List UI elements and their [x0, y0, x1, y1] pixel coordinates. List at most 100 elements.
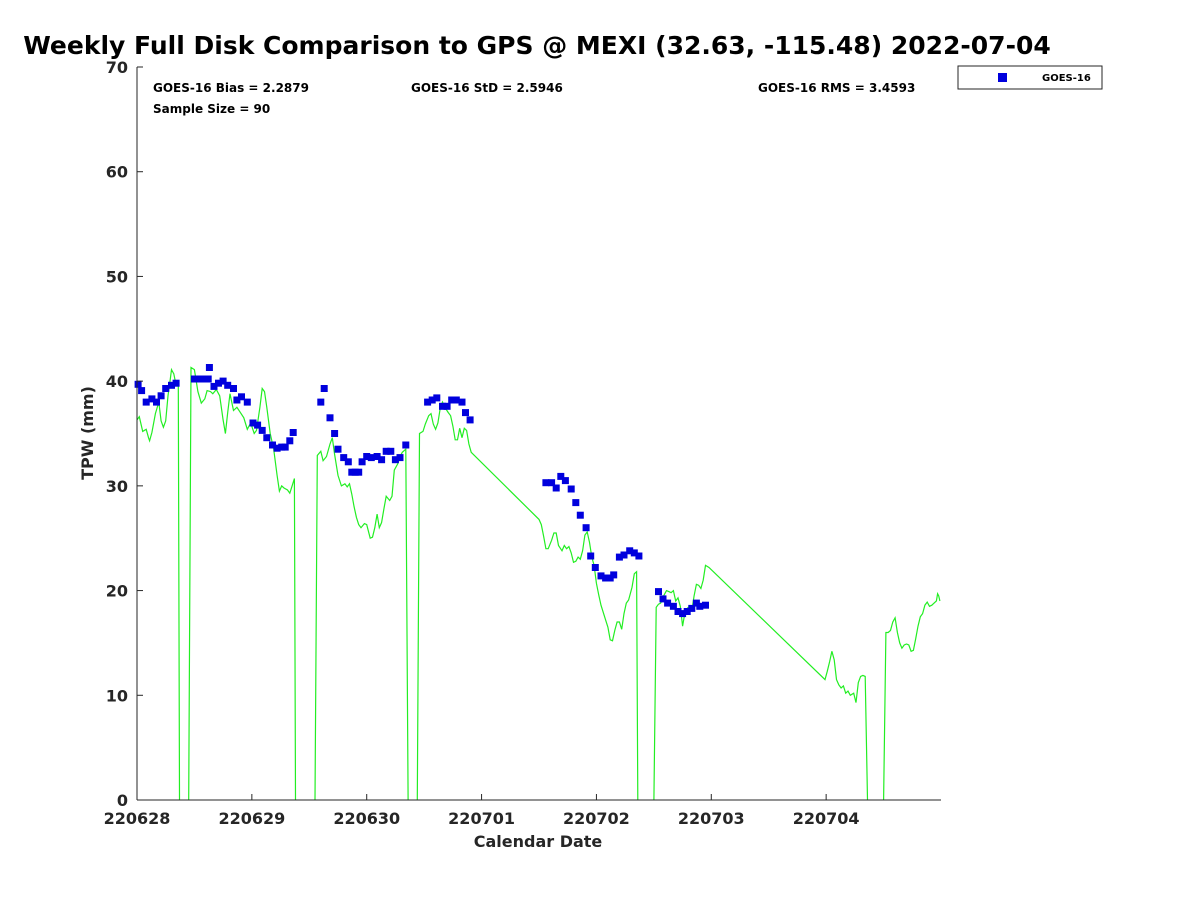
y-tick-label: 10: [106, 686, 128, 705]
goes16-point: [200, 375, 208, 383]
goes16-point: [391, 456, 399, 464]
goes16-point: [458, 398, 466, 406]
goes16-point: [683, 608, 691, 615]
goes16-point: [552, 484, 560, 492]
goes16-point: [263, 434, 271, 442]
y-tick-label: 30: [106, 477, 128, 496]
y-tick-label: 0: [117, 791, 128, 810]
gps-line-segment: [883, 591, 941, 801]
gps-line-segment: [136, 367, 181, 801]
goes16-point: [635, 552, 643, 560]
goes16-point: [331, 430, 339, 437]
goes16-point: [582, 524, 590, 532]
goes16-point: [664, 599, 672, 607]
goes16-point: [548, 479, 556, 487]
x-axis-ticks: 220628 220629 220630 220701 220702 220703 2207…: [104, 794, 860, 828]
goes16-point: [696, 602, 704, 610]
goes16-point: [576, 511, 584, 519]
gps-line-segment: [188, 366, 297, 801]
goes16-point: [204, 375, 212, 383]
goes16-point: [448, 396, 456, 404]
goes16-point: [249, 419, 257, 427]
goes16-point: [402, 441, 410, 449]
goes16-point: [659, 595, 667, 603]
goes16-point: [674, 608, 682, 615]
goes16-point: [433, 394, 441, 402]
goes16-point: [258, 426, 266, 434]
goes16-point: [215, 379, 222, 387]
goes16-point: [462, 409, 469, 417]
goes16-point: [340, 454, 348, 462]
goes16-point: [679, 610, 687, 618]
goes16-point: [587, 552, 595, 560]
goes16-point: [210, 382, 218, 390]
y-tick-label: 70: [106, 58, 128, 77]
goes16-point: [620, 551, 628, 559]
x-tick-label: 220630: [333, 809, 400, 828]
goes16-point: [168, 381, 175, 389]
y-axis-label: TPW (mm): [78, 386, 97, 480]
goes16-point: [396, 454, 404, 462]
y-axis-ticks: 0 10 20 30 40 50 60 70: [106, 58, 143, 810]
goes16-point: [572, 499, 580, 507]
x-tick-label: 220704: [793, 809, 860, 828]
goes16-point: [557, 472, 565, 480]
goes16-point: [320, 385, 328, 392]
goes16-point: [289, 429, 297, 436]
goes16-point: [452, 396, 460, 404]
goes16-point: [567, 485, 575, 493]
goes16-point: [669, 602, 677, 610]
legend: GOES-16: [957, 65, 1103, 90]
goes16-point: [688, 604, 696, 612]
goes16-point: [281, 443, 289, 451]
x-axis-label: Calendar Date: [474, 832, 603, 851]
gps-line-segment: [314, 437, 409, 801]
goes16-point: [190, 375, 198, 383]
goes16-point: [466, 416, 474, 424]
goes16-point: [561, 477, 569, 485]
std-stat: GOES-16 StD = 2.5946: [411, 81, 563, 95]
goes16-point: [355, 468, 363, 476]
goes16-point: [424, 398, 432, 406]
y-tick-label: 40: [106, 372, 128, 391]
goes16-point: [254, 421, 262, 429]
goes16-point: [230, 385, 237, 392]
goes16-point: [378, 456, 386, 464]
goes16-point: [224, 381, 232, 389]
goes16-point: [162, 385, 170, 392]
goes16-point: [326, 414, 334, 422]
goes16-point: [610, 571, 618, 579]
goes16-point: [273, 444, 281, 452]
x-tick-label: 220628: [104, 809, 171, 828]
sample-size-stat: Sample Size = 90: [153, 102, 270, 116]
x-tick-label: 220701: [448, 809, 515, 828]
goes16-point: [142, 398, 150, 406]
goes16-point: [317, 398, 325, 406]
goes16-point: [134, 380, 142, 388]
y-tick-label: 50: [106, 267, 128, 286]
goes16-point: [157, 392, 165, 400]
goes16-point: [382, 447, 390, 455]
goes16-point: [615, 553, 623, 561]
goes16-point: [591, 564, 599, 571]
rms-stat: GOES-16 RMS = 3.4593: [758, 81, 915, 95]
goes16-point: [443, 402, 451, 410]
legend-label-goes16: GOES-16: [1042, 73, 1091, 84]
goes16-point: [138, 387, 146, 395]
goes16-point: [286, 437, 294, 445]
goes16-point: [238, 393, 245, 401]
goes16-point: [243, 398, 251, 406]
goes16-point: [148, 395, 156, 403]
goes16-point: [597, 572, 605, 580]
goes16-point: [269, 441, 276, 449]
goes16-series-points: [134, 364, 709, 618]
goes16-point: [153, 398, 160, 406]
goes16-point: [358, 458, 366, 466]
x-tick-label: 220629: [218, 809, 285, 828]
x-tick-label: 220703: [678, 809, 745, 828]
plot-area: [137, 67, 941, 800]
goes16-point: [626, 547, 634, 555]
goes16-point: [334, 445, 342, 453]
goes16-point: [387, 447, 395, 455]
